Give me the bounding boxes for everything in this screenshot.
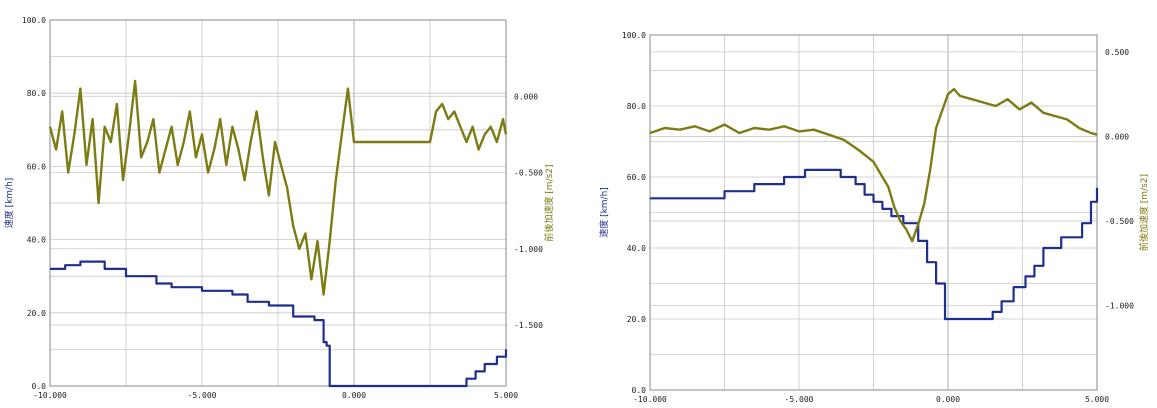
y2-tick-label: 0.500 (1105, 48, 1129, 57)
y2-axis-label: 前後加速度 [m/s2] (1138, 174, 1150, 251)
y-tick-label: 100.0 (22, 16, 46, 25)
left-chart-panel: -10.000 -5.000 0.000 5.000 0.0 20.0 40.0 60.0 80… (0, 0, 560, 408)
left-chart: -10.000 -5.000 0.000 5.000 0.0 20.0 40.0 60.0 80… (3, 16, 555, 400)
y-tick-label: 40.0 (627, 244, 646, 253)
y-tick-label: 80.0 (627, 102, 646, 111)
y-tick-label: 60.0 (27, 162, 46, 171)
y2-tick-label: 0.000 (1105, 132, 1129, 141)
x-tick-label: -10.000 (33, 391, 67, 400)
acceleration-series-line (649, 87, 1098, 243)
y-tick-label: 0.0 (632, 386, 647, 395)
speed-series-line (650, 168, 1099, 321)
horizontal-gridlines (650, 51, 1097, 355)
y2-tick-label: -1.000 (514, 245, 543, 254)
y2-tick-label: 0.000 (514, 92, 538, 101)
y2-axis-label: 前後加速度 [m/s2] (543, 164, 555, 241)
x-tick-label: 0.000 (342, 391, 366, 400)
y-tick-label: 20.0 (27, 309, 46, 318)
y-axis-label: 速度 [km/h] (3, 178, 15, 229)
y-axis-label: 速度 [km/h] (598, 187, 610, 238)
x-tick-label: -5.000 (785, 395, 814, 404)
y2-tick-label: -1.000 (1105, 301, 1134, 310)
y2-tick-label: -0.500 (1105, 217, 1134, 226)
y-tick-label: 20.0 (627, 315, 646, 324)
x-tick-label: 5.000 (1085, 395, 1109, 404)
plot-frame (649, 34, 1098, 391)
x-tick-label: -5.000 (188, 391, 217, 400)
y2-tick-label: -1.500 (514, 321, 543, 330)
x-tick-label: 5.000 (494, 391, 518, 400)
acceleration-series-line (48, 79, 508, 296)
y-tick-label: 80.0 (27, 89, 46, 98)
y2-tick-label: -0.500 (514, 169, 543, 178)
x-tick-label: -10.000 (633, 395, 667, 404)
speed-series-line (50, 260, 508, 388)
y-tick-label: 60.0 (627, 173, 646, 182)
plot-frame (49, 19, 507, 387)
right-chart: -10.000 -5.000 0.000 5.000 0.0 20.0 40.0 60.0 80… (598, 31, 1150, 404)
y-tick-label: 100.0 (622, 31, 646, 40)
y-tick-label: 40.0 (27, 236, 46, 245)
y-tick-label: 0.0 (32, 382, 47, 391)
right-chart-panel: -10.000 -5.000 0.000 5.000 0.0 20.0 40.0 60.0 80… (585, 0, 1157, 408)
x-tick-label: 0.000 (936, 395, 960, 404)
